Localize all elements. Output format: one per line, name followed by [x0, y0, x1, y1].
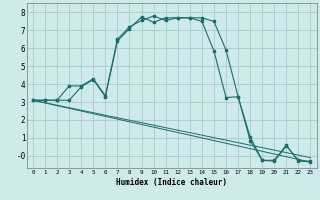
X-axis label: Humidex (Indice chaleur): Humidex (Indice chaleur)	[116, 178, 227, 187]
